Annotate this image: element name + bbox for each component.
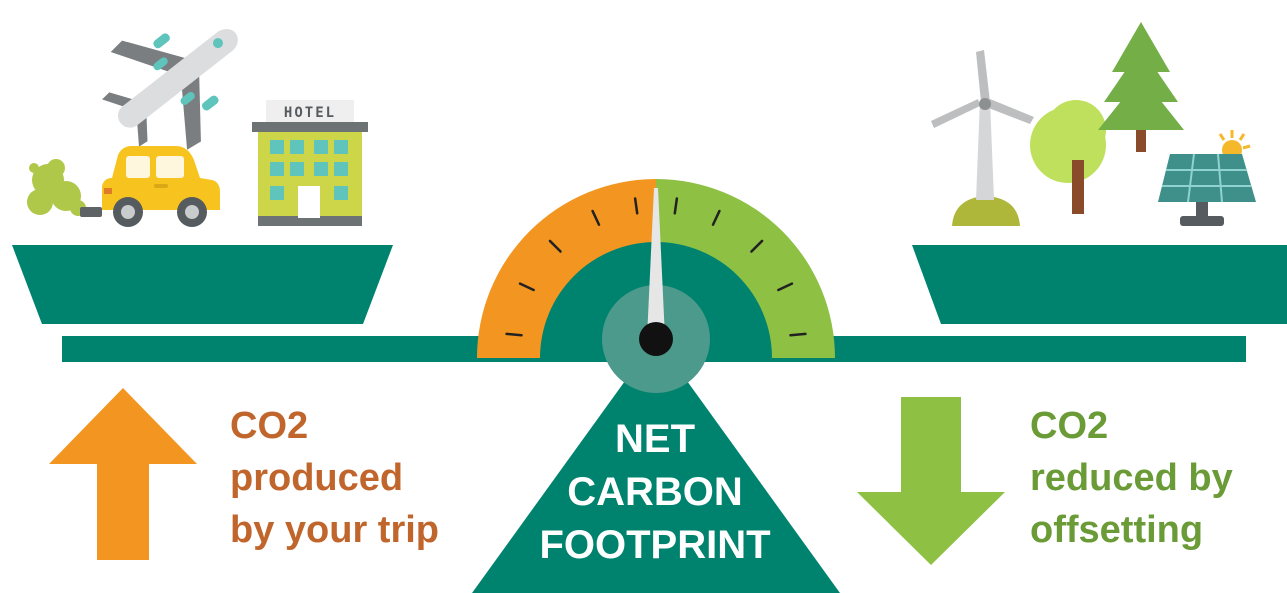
gauge-tick: [591, 209, 601, 226]
co2-produced-label: CO2 produced by your trip: [230, 400, 439, 556]
deciduous-tree-icon: [1030, 100, 1106, 214]
gauge-tick: [505, 332, 523, 337]
net-carbon-footprint-label: NET CARBON FOOTPRINT: [520, 413, 790, 572]
gauge-tick: [750, 239, 764, 253]
exhaust-cloud-icon: [27, 159, 102, 217]
gauge-pivot: [639, 322, 673, 356]
gauge-tick: [633, 197, 639, 215]
wind-turbine-icon: [931, 50, 1034, 226]
up-arrow-icon: [49, 388, 197, 560]
gauge-tick: [673, 197, 679, 215]
hotel-icon: [252, 100, 368, 226]
solar-panel-icon: [1158, 153, 1256, 226]
co2-reduced-label: CO2 reduced by offsetting: [1030, 400, 1233, 556]
gauge-needle: [647, 188, 665, 338]
co2-reduced-title: CO2: [1030, 405, 1109, 447]
gauge-tick: [548, 239, 562, 253]
hotel-sign: HOTEL: [284, 105, 336, 121]
down-arrow-icon: [857, 397, 1005, 565]
right-scale-pan: [912, 245, 1287, 324]
gauge-tick: [789, 332, 807, 337]
left-scale-pan: [12, 245, 393, 324]
co2-reduced-line1: reduced by: [1030, 457, 1233, 499]
fulcrum-triangle: [472, 338, 840, 593]
co2-produced-line2: by your trip: [230, 509, 440, 551]
gauge-tick: [518, 282, 535, 292]
airplane-icon: [102, 28, 238, 150]
co2-produced-title: CO2: [230, 405, 309, 447]
center-line1: NET: [615, 417, 695, 461]
car-icon: [102, 146, 220, 227]
co2-produced-line1: produced: [230, 457, 404, 499]
co2-reduced-line2: offsetting: [1030, 509, 1204, 551]
center-line3: FOOTPRINT: [539, 523, 771, 567]
gauge-tick: [711, 209, 721, 226]
gauge-tick: [777, 282, 794, 292]
center-line2: CARBON: [567, 470, 743, 514]
pine-tree-icon: [1098, 22, 1184, 152]
